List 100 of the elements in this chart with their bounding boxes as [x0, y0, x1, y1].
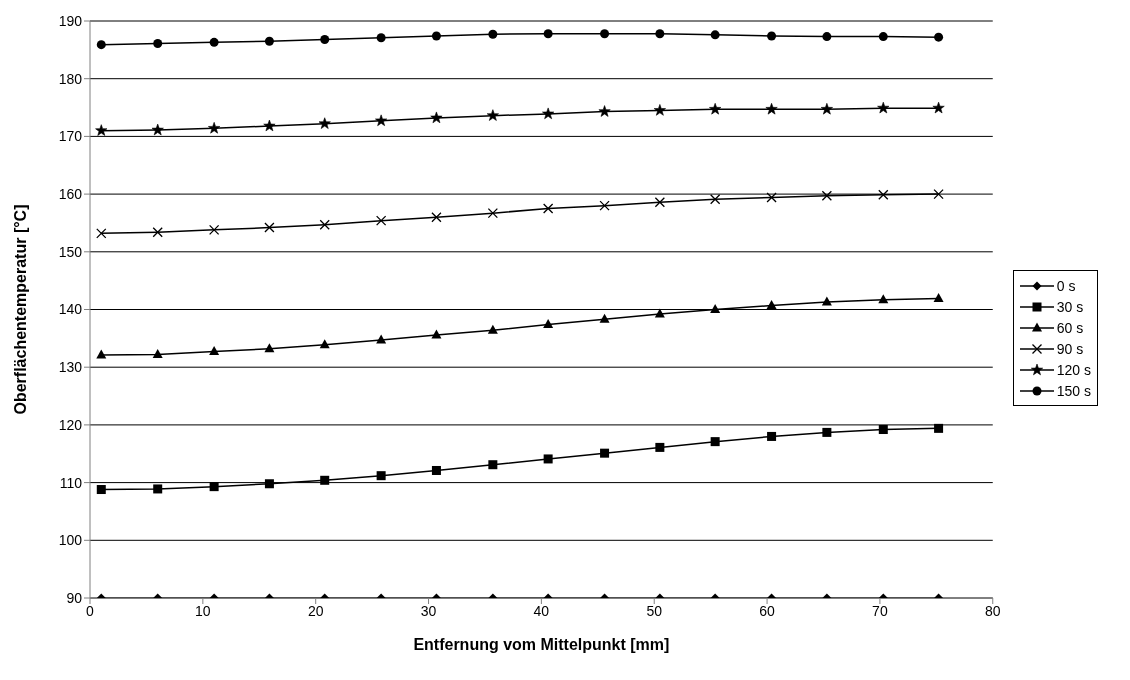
legend-label: 90 s	[1056, 340, 1084, 357]
y-tick-label: 110	[59, 474, 83, 491]
point	[878, 189, 889, 200]
point	[765, 102, 778, 115]
point	[319, 339, 330, 349]
point	[208, 122, 221, 134]
point	[934, 32, 944, 42]
point	[710, 194, 721, 205]
point	[264, 36, 274, 46]
point	[208, 224, 220, 236]
point	[488, 460, 498, 470]
point	[431, 465, 441, 475]
legend-label: 0 s	[1056, 277, 1076, 294]
x-tick-label: 30	[420, 602, 437, 619]
legend-label: 120 s	[1056, 361, 1091, 378]
point	[600, 29, 610, 39]
point	[152, 227, 163, 238]
point	[654, 197, 666, 208]
point	[95, 124, 108, 136]
point	[376, 33, 386, 43]
point	[655, 29, 665, 39]
point	[767, 31, 777, 41]
point	[878, 294, 889, 304]
y-tick-label: 170	[58, 128, 83, 145]
point	[96, 349, 107, 359]
legend-label: 30 s	[1056, 298, 1084, 315]
point	[264, 479, 274, 489]
y-tick-label: 140	[58, 301, 83, 318]
point	[932, 101, 945, 114]
point	[543, 319, 554, 328]
point	[543, 29, 553, 39]
point	[710, 304, 721, 313]
point	[600, 448, 610, 458]
point	[96, 40, 106, 50]
y-tick-label: 190	[58, 12, 83, 29]
point	[766, 192, 777, 203]
point	[598, 105, 611, 117]
point	[96, 228, 107, 239]
point	[320, 475, 330, 485]
point	[151, 123, 164, 136]
point	[209, 482, 219, 492]
point	[767, 431, 777, 441]
point	[318, 117, 331, 129]
point	[431, 329, 442, 339]
x-tick-label: 50	[646, 602, 663, 619]
y-tick-label: 130	[58, 359, 83, 376]
point	[376, 471, 386, 481]
point	[821, 190, 833, 201]
point	[263, 119, 276, 132]
point	[933, 293, 944, 303]
y-axis-title: Oberflächentemperatur [°C]	[11, 204, 29, 415]
point	[822, 32, 832, 42]
point	[264, 222, 275, 233]
point	[430, 111, 443, 124]
point	[431, 212, 442, 223]
point	[599, 313, 610, 323]
point	[320, 34, 330, 44]
y-tick-label: 150	[58, 243, 83, 260]
point	[376, 334, 387, 344]
point	[264, 343, 275, 353]
point	[209, 37, 219, 47]
point	[209, 346, 220, 356]
point	[96, 485, 106, 495]
x-tick-label: 20	[307, 602, 324, 619]
legend-label: 150 s	[1056, 382, 1091, 399]
point	[933, 188, 944, 200]
point	[486, 109, 499, 121]
x-tick-label: 10	[195, 602, 211, 619]
point	[375, 114, 388, 126]
y-tick-label: 100	[58, 532, 83, 549]
point	[710, 30, 720, 40]
x-tick-label: 70	[872, 602, 888, 619]
point	[153, 39, 163, 48]
point	[878, 425, 888, 435]
x-tick-label: 0	[86, 602, 95, 619]
x-axis-title: Entfernung vom Mittelpunkt [mm]	[413, 636, 670, 653]
point	[878, 32, 888, 42]
point	[653, 104, 666, 116]
x-tick-label: 60	[759, 602, 776, 619]
point	[487, 207, 498, 219]
point	[153, 484, 163, 494]
point	[655, 442, 665, 452]
x-tick-label: 80	[984, 602, 1001, 619]
point	[543, 454, 553, 464]
point	[766, 299, 777, 309]
point	[488, 29, 498, 39]
y-tick-label: 160	[58, 186, 83, 203]
point	[710, 437, 720, 447]
point	[877, 101, 890, 114]
point	[820, 102, 833, 115]
legend-label: 60 s	[1056, 319, 1084, 336]
point	[431, 31, 441, 41]
y-tick-label: 120	[58, 416, 83, 433]
point	[599, 200, 610, 211]
point	[709, 102, 722, 115]
x-tick-label: 40	[533, 602, 550, 619]
point	[542, 107, 555, 120]
y-tick-label: 90	[66, 589, 83, 606]
point	[487, 324, 498, 334]
y-tick-label: 180	[58, 70, 83, 87]
